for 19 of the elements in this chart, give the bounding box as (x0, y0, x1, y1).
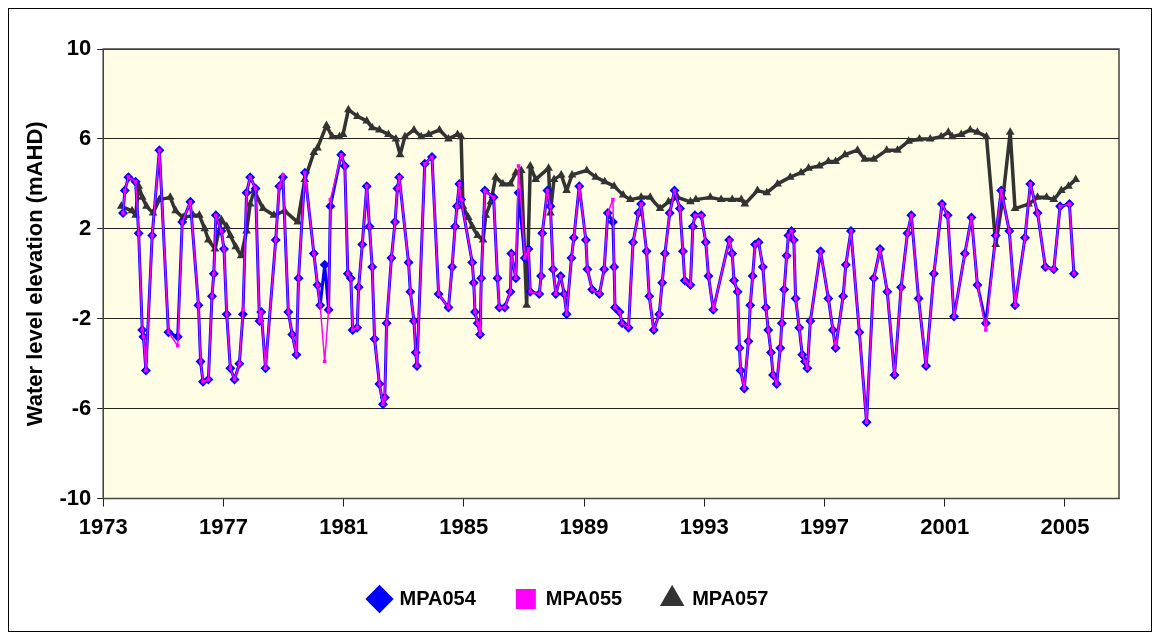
y-axis-title: Water level elevation (mAHD) (22, 121, 48, 427)
x-tick-label: 1985 (439, 513, 489, 539)
legend-label: MPA057 (692, 586, 769, 609)
x-tick-label: 2001 (920, 513, 970, 539)
x-tick-label: 1993 (679, 513, 729, 539)
y-tick-label: 2 (78, 214, 92, 240)
x-tick-label: 1977 (198, 513, 248, 539)
x-tick-label: 1973 (78, 513, 128, 539)
x-tick-label: 2005 (1040, 513, 1090, 539)
legend-label: MPA054 (399, 586, 477, 609)
y-tick-label: -2 (71, 304, 92, 330)
y-tick-label: -10 (59, 484, 92, 510)
y-tick-label: 10 (66, 35, 92, 61)
x-tick-label: 1989 (559, 513, 609, 539)
y-tick-label: 6 (78, 124, 92, 150)
x-tick-label: 1981 (319, 513, 369, 539)
x-tick-label: 1997 (800, 513, 849, 539)
y-tick-label: -6 (71, 394, 92, 420)
legend-label: MPA055 (545, 586, 623, 609)
